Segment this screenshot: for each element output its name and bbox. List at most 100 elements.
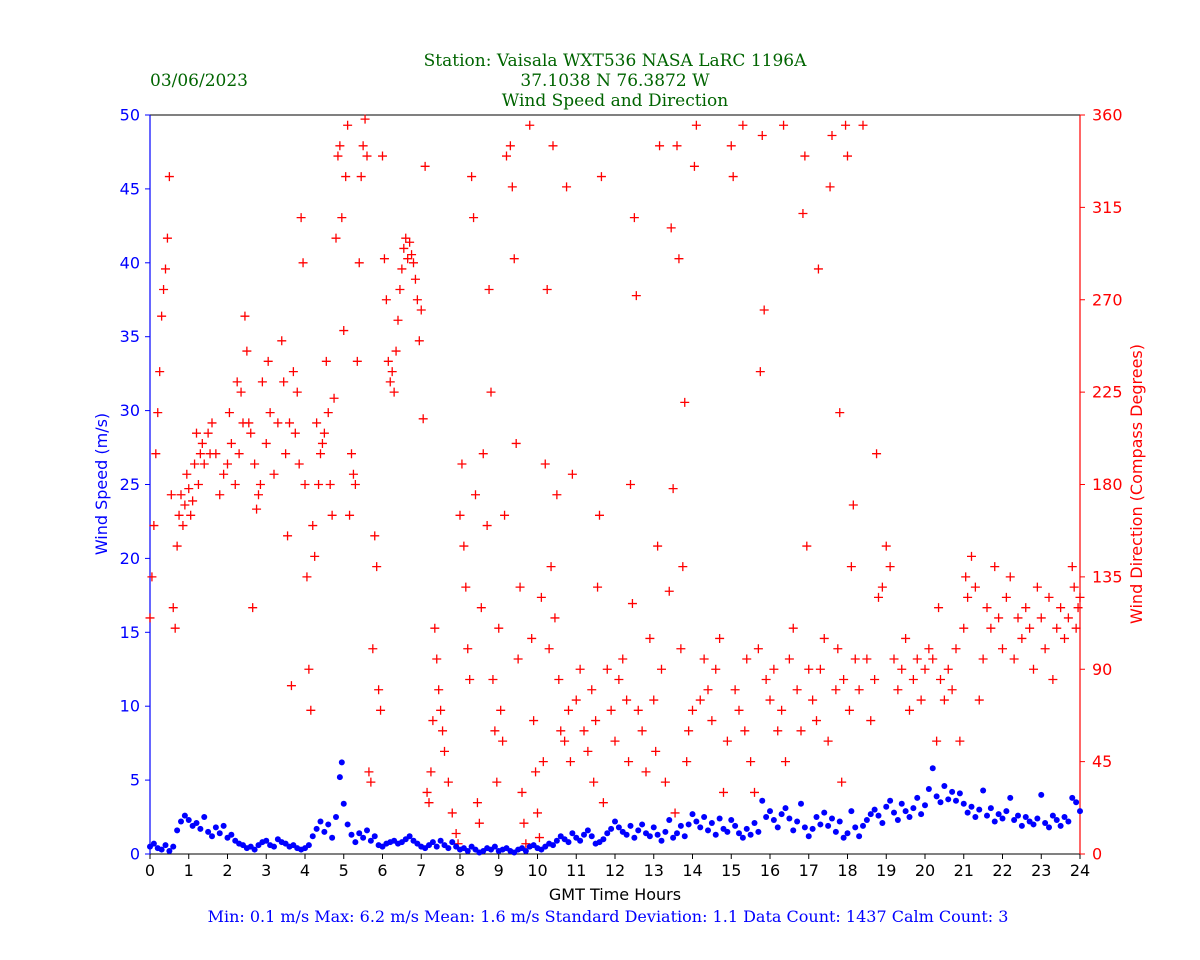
direction-point: [362, 151, 372, 161]
direction-point: [345, 510, 355, 520]
direction-point: [595, 510, 604, 520]
direction-point: [1073, 603, 1083, 613]
direction-point: [1052, 623, 1062, 633]
direction-point: [306, 705, 316, 715]
direction-point: [924, 644, 934, 654]
direction-point: [680, 397, 690, 407]
direction-point: [246, 428, 256, 438]
speed-point: [840, 834, 847, 841]
direction-point: [505, 141, 515, 151]
direction-point: [529, 716, 539, 726]
direction-point: [1009, 654, 1019, 664]
direction-point: [162, 233, 172, 243]
speed-point: [666, 817, 673, 824]
direction-point: [848, 500, 858, 510]
right-tick-label: 360: [1092, 106, 1123, 125]
direction-point: [418, 414, 428, 424]
direction-point: [546, 562, 556, 572]
speed-point: [623, 831, 630, 838]
direction-point: [474, 818, 484, 828]
speed-point: [449, 839, 456, 846]
direction-point: [587, 685, 597, 695]
speed-point: [987, 805, 994, 812]
speed-point: [817, 821, 824, 828]
speed-point: [604, 830, 611, 837]
direction-point: [951, 644, 961, 654]
direction-point: [255, 480, 265, 489]
chart-title: Wind Speed and Direction: [502, 91, 728, 111]
speed-point: [852, 824, 859, 831]
direction-point: [1056, 603, 1066, 613]
direction-point: [440, 746, 449, 756]
direction-point: [1075, 592, 1085, 602]
speed-point: [933, 793, 940, 800]
direction-point: [145, 613, 155, 623]
direction-point: [463, 644, 473, 654]
left-tick-label: 50: [120, 106, 140, 125]
direction-point: [329, 393, 339, 403]
speed-point: [925, 785, 932, 792]
speed-point: [681, 833, 688, 840]
direction-point: [703, 685, 713, 695]
speed-point: [693, 818, 700, 825]
direction-point: [575, 664, 585, 674]
direction-point: [281, 449, 291, 459]
speed-point: [759, 797, 766, 804]
direction-point: [314, 480, 324, 489]
direction-point: [279, 377, 289, 387]
speed-point: [674, 830, 680, 837]
speed-point: [1069, 794, 1076, 801]
direction-point: [1025, 623, 1035, 633]
direction-point: [412, 295, 422, 305]
direction-point: [618, 654, 628, 664]
speed-point: [801, 824, 808, 831]
direction-point: [339, 326, 349, 336]
speed-point: [774, 824, 781, 831]
direction-point: [877, 582, 887, 592]
direction-point: [688, 705, 697, 715]
speed-point: [491, 843, 498, 850]
direction-point: [1017, 633, 1027, 643]
direction-point: [645, 633, 655, 643]
direction-point: [536, 592, 546, 602]
direction-point: [589, 777, 599, 787]
direction-point: [407, 250, 417, 260]
direction-point: [967, 551, 976, 561]
speed-point: [794, 818, 801, 825]
speed-point: [1038, 791, 1045, 798]
direction-point: [819, 633, 829, 643]
speed-point: [166, 848, 173, 855]
speed-point: [371, 833, 378, 840]
direction-point: [565, 757, 575, 767]
direction-point: [963, 592, 973, 602]
direction-point: [490, 726, 500, 736]
direction-point: [378, 151, 387, 161]
direction-point: [550, 613, 560, 623]
direction-point: [627, 599, 637, 609]
speed-point: [705, 827, 711, 834]
speed-point: [832, 828, 839, 835]
direction-point: [211, 449, 221, 459]
speed-point: [995, 811, 1002, 818]
direction-point: [285, 418, 294, 428]
direction-point: [986, 623, 996, 633]
direction-point: [178, 521, 188, 531]
direction-point: [823, 736, 833, 746]
direction-point: [955, 736, 965, 746]
speed-point: [894, 817, 901, 824]
direction-point: [562, 182, 572, 192]
direction-point: [542, 284, 552, 294]
direction-point: [368, 644, 378, 654]
speed-point: [728, 817, 735, 824]
direction-point: [614, 675, 624, 685]
speed-point: [829, 815, 835, 822]
speed-point: [1046, 824, 1052, 831]
direction-point: [500, 510, 510, 520]
direction-point: [438, 726, 448, 736]
coords-title: 37.1038 N 76.3872 W: [520, 71, 710, 91]
direction-point: [649, 695, 659, 705]
direction-point: [626, 480, 635, 489]
direction-point: [726, 141, 736, 151]
speed-point: [209, 833, 215, 840]
x-axis-label: GMT Time Hours: [549, 885, 681, 904]
